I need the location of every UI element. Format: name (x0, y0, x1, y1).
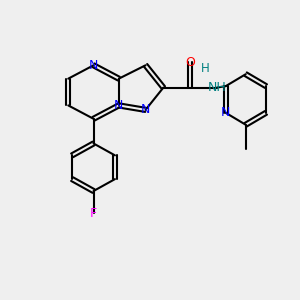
Text: NH: NH (208, 81, 226, 94)
Text: N: N (114, 99, 124, 112)
Text: O: O (185, 56, 195, 69)
Text: N: N (141, 103, 150, 116)
Text: N: N (221, 106, 230, 119)
Text: N: N (89, 59, 98, 72)
Text: H: H (201, 62, 209, 75)
Text: F: F (90, 206, 97, 220)
